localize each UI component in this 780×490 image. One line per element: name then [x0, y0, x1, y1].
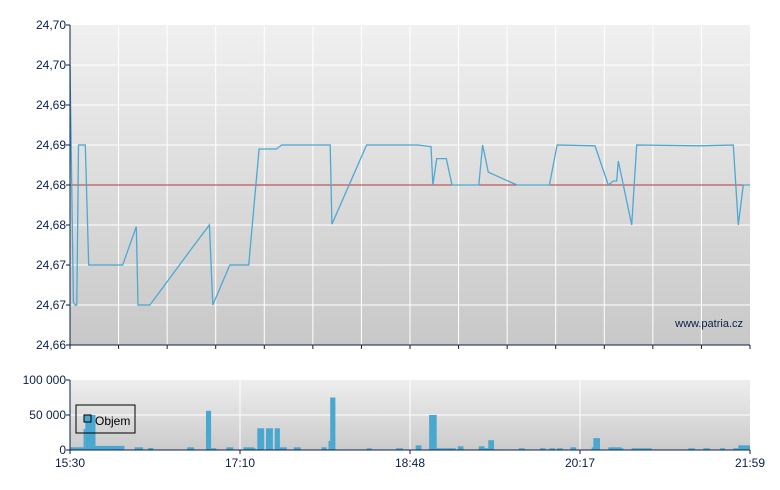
- volume-bar: [396, 448, 403, 450]
- y-tick-label: 24,68: [36, 178, 66, 192]
- volume-bar: [484, 448, 489, 450]
- volume-bar: [330, 397, 336, 450]
- volume-bar: [70, 447, 84, 450]
- volume-bar: [570, 447, 577, 450]
- volume-bar: [83, 429, 86, 450]
- volume-bar: [720, 448, 725, 450]
- volume-bar: [253, 448, 256, 450]
- volume-bar: [274, 428, 280, 450]
- x-tick-label: 18:48: [395, 456, 425, 470]
- volume-bar: [366, 448, 372, 450]
- volume-bar: [733, 448, 739, 450]
- volume-bar: [436, 448, 456, 450]
- y-tick-label: 100 000: [23, 373, 67, 387]
- volume-bar: [518, 448, 525, 450]
- volume-bar: [134, 447, 144, 450]
- volume-grid: [70, 380, 750, 450]
- watermark: www.patria.cz: [674, 318, 743, 330]
- price-axis: 24,66 24,67 24,67 24,68 24,68 24,69 24,69 24,70…: [36, 18, 751, 352]
- volume-bar: [415, 445, 422, 450]
- volume-bar: [539, 448, 546, 450]
- volume-bar: [279, 447, 287, 450]
- y-tick-label: 24,67: [36, 258, 66, 272]
- volume-bar: [187, 447, 195, 450]
- price-line: [69, 64, 750, 306]
- y-tick-label: 24,69: [36, 98, 66, 112]
- volume-bar: [226, 447, 234, 450]
- y-tick-label: 50 000: [29, 408, 66, 422]
- volume-bar: [266, 428, 273, 450]
- y-tick-label: 24,70: [36, 58, 66, 72]
- volume-bar: [321, 447, 327, 450]
- volume-bar: [243, 447, 254, 450]
- volume-bar: [478, 446, 485, 450]
- volume-bar: [593, 438, 600, 450]
- x-tick-label: 15:30: [55, 456, 85, 470]
- volume-bar: [703, 448, 710, 450]
- volume-bar: [328, 440, 331, 450]
- y-tick-label: 24,69: [36, 138, 66, 152]
- volume-axis: 0 50 000 100 000 15:30 17:10 18:48 20:17 21:59: [23, 373, 766, 470]
- legend: Objem: [75, 404, 136, 434]
- volume-bar: [293, 447, 301, 450]
- volume-bar: [549, 448, 556, 450]
- volume-bar: [206, 410, 212, 450]
- x-tick-label: 17:10: [225, 456, 255, 470]
- legend-label: Objem: [95, 414, 130, 428]
- legend-swatch: [83, 414, 92, 423]
- x-tick-label: 20:17: [565, 456, 595, 470]
- volume-bar: [621, 448, 624, 450]
- volume-bar: [257, 428, 265, 450]
- volume-bar: [148, 448, 154, 450]
- x-tick-label: 21:59: [735, 456, 765, 470]
- y-tick-label: 24,68: [36, 218, 66, 232]
- y-tick-label: 24,66: [36, 338, 66, 352]
- volume-bar: [608, 447, 622, 450]
- y-tick-label: 0: [59, 443, 66, 457]
- volume-bar: [738, 445, 750, 450]
- y-tick-label: 24,67: [36, 298, 66, 312]
- volume-bar: [95, 445, 125, 450]
- volume-bar: [591, 447, 594, 450]
- volume-bar: [457, 446, 464, 450]
- volume-bar: [211, 448, 217, 450]
- volume-bar: [631, 448, 652, 450]
- volume-bar: [429, 415, 437, 450]
- y-tick-label: 24,70: [36, 18, 66, 32]
- volume-bar: [557, 448, 563, 450]
- volume-bar: [688, 448, 695, 450]
- volume-bar: [488, 440, 494, 450]
